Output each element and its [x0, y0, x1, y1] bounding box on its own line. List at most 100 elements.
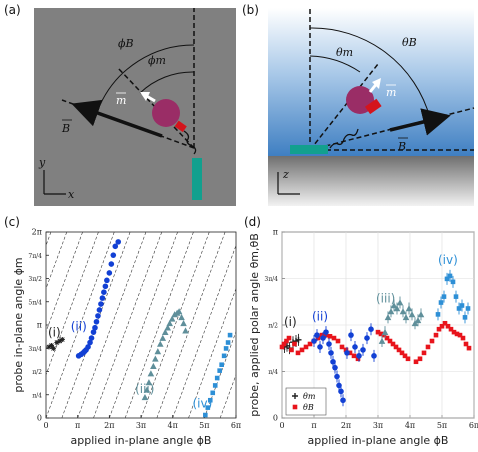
series-0 [46, 337, 65, 351]
legend-text-thetab: θB [303, 403, 314, 412]
a-phiM-arc [139, 71, 195, 94]
data-point [150, 362, 157, 369]
y-tick-label: 3π/4 [28, 346, 42, 353]
data-point [340, 397, 346, 404]
data-point [227, 332, 233, 338]
panel-a-label: (a) [4, 3, 21, 17]
data-point [405, 356, 411, 362]
data-point [147, 370, 155, 377]
region-label: (iii) [135, 382, 154, 396]
data-point [451, 329, 457, 335]
data-point [417, 311, 425, 318]
x-tick-label: π [75, 421, 80, 430]
data-point [356, 353, 362, 359]
data-point [332, 364, 338, 371]
region-label: (iv) [192, 397, 212, 411]
data-point [448, 326, 454, 332]
a-phiM-label: ϕm [148, 54, 166, 67]
data-point [299, 347, 305, 353]
data-point [303, 344, 309, 350]
b-z-label: z [282, 168, 289, 181]
data-point [317, 344, 323, 350]
series-2 [311, 323, 377, 407]
data-point [371, 353, 377, 359]
panel-b: (b) θm θB m B z [242, 3, 475, 206]
panel-a-background [34, 8, 236, 206]
y-tick-label: 3π/4 [264, 276, 278, 283]
data-point [115, 239, 122, 245]
y-tick-label: π [273, 228, 278, 237]
data-point [408, 311, 416, 318]
region-label: (i) [48, 326, 61, 340]
data-point [390, 341, 396, 347]
data-point [375, 329, 381, 335]
x-tick-label: 4π [167, 421, 177, 430]
data-point [88, 335, 95, 341]
data-point [381, 328, 389, 335]
b-anchor-pad [290, 145, 328, 154]
data-point [338, 388, 344, 395]
diagonal-guide-line [109, 232, 178, 418]
panel-d-chart: (d) 0 π 2π 3π 4π 5π 6π 0 π/4 π/2 3π/4 π (i) (ii) (iii)… [244, 215, 478, 447]
data-point [381, 332, 387, 338]
data-point [330, 358, 336, 365]
a-field-arrow [71, 99, 163, 138]
data-point [207, 397, 213, 403]
x-tick-label: 2π [341, 421, 351, 430]
x-tick-label: 5π [437, 421, 447, 430]
a-phiB-arc [99, 44, 195, 106]
y-tick-label: π/2 [32, 369, 42, 376]
b-m-label: m [386, 86, 396, 99]
data-point [203, 412, 208, 418]
data-point [92, 324, 98, 331]
region-label: (iv) [438, 253, 458, 267]
series-1 [279, 320, 472, 365]
data-point [143, 386, 151, 393]
diagonal-guide-line [61, 232, 131, 418]
data-point [445, 323, 451, 329]
b-thetaB-arc [309, 27, 431, 119]
data-point [387, 338, 393, 344]
data-point [108, 261, 115, 267]
data-point [327, 333, 333, 339]
x-tick-label: 2π [104, 421, 114, 430]
data-point [402, 353, 408, 359]
diagonal-guide-line [46, 232, 99, 376]
panel-a: (a) ϕB ϕm B m x y [4, 3, 236, 206]
b-tether [329, 128, 359, 149]
data-point [95, 313, 101, 319]
data-point [393, 305, 401, 312]
a-x-label: x [68, 188, 75, 201]
data-point [459, 303, 465, 308]
data-point [396, 299, 404, 306]
y-axis-label: probe in-plane angle ϕm [12, 257, 25, 392]
data-point [387, 308, 395, 315]
b-thetaB-label: θB [402, 36, 417, 49]
legend-text-thetam: θm [303, 392, 316, 401]
data-point [438, 300, 444, 305]
data-point [399, 308, 407, 315]
data-point [355, 356, 361, 362]
data-point [210, 390, 216, 396]
diagonal-guide-line [93, 232, 163, 418]
a-probe-bead [152, 99, 180, 127]
data-point [286, 335, 292, 341]
y-tick-label: π/4 [268, 369, 278, 376]
data-point [295, 350, 301, 356]
data-point [405, 305, 413, 312]
data-point [50, 345, 56, 351]
diagonal-guide-line [140, 232, 210, 418]
data-point [57, 338, 63, 344]
data-point [331, 335, 337, 341]
a-moment-dashed-line [117, 67, 195, 149]
data-point [141, 393, 149, 401]
data-point [85, 344, 91, 350]
diagonal-guide-line [46, 232, 83, 333]
a-m-label: m [116, 94, 126, 107]
panel-c-chart: (c) 0 π 2π 3π 4π 5π 6π 0 π/4 π/2 3π/4 π 5π/4 3π/2 7π/4… [4, 215, 241, 447]
data-point [436, 326, 442, 332]
data-point [421, 350, 427, 356]
data-point [101, 289, 107, 295]
y-tick-label: π/4 [32, 392, 42, 399]
